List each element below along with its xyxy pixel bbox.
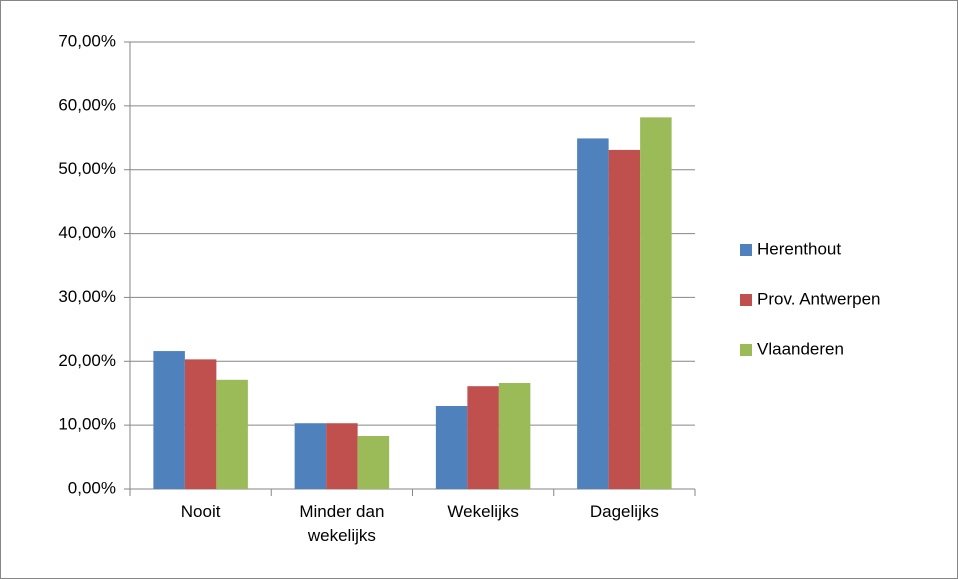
x-tick-label: Wekelijks: [447, 502, 519, 521]
legend-label: Prov. Antwerpen: [757, 289, 880, 308]
bar: [577, 138, 609, 489]
bar: [640, 117, 672, 489]
bar: [608, 149, 641, 489]
y-tick-label: 0,00%: [68, 478, 116, 497]
bar: [357, 435, 390, 489]
x-tick-label: Minder dan wekelijks: [299, 502, 385, 545]
bar: [294, 423, 327, 489]
y-tick-label: 10,00%: [58, 415, 116, 434]
legend-swatch: [740, 294, 752, 306]
y-tick-label: 20,00%: [58, 351, 116, 370]
y-tick-label: 40,00%: [58, 223, 116, 242]
bar: [216, 379, 248, 489]
legend-swatch: [740, 244, 752, 256]
y-tick-label: 50,00%: [58, 159, 116, 178]
y-tick-label: 60,00%: [58, 95, 116, 114]
x-tick-label: Nooit: [180, 502, 221, 521]
bar: [184, 359, 217, 489]
bar: [467, 386, 499, 489]
bar: [498, 382, 531, 489]
legend-swatch: [740, 344, 752, 356]
legend-label: Herenthout: [757, 239, 841, 258]
legend-label: Vlaanderen: [757, 339, 844, 358]
bar: [326, 423, 358, 489]
y-tick-label: 70,00%: [58, 31, 116, 50]
y-tick-label: 30,00%: [58, 287, 116, 306]
bar: [153, 351, 185, 489]
bar: [435, 405, 468, 489]
x-tick-label: Dagelijks: [589, 502, 659, 521]
